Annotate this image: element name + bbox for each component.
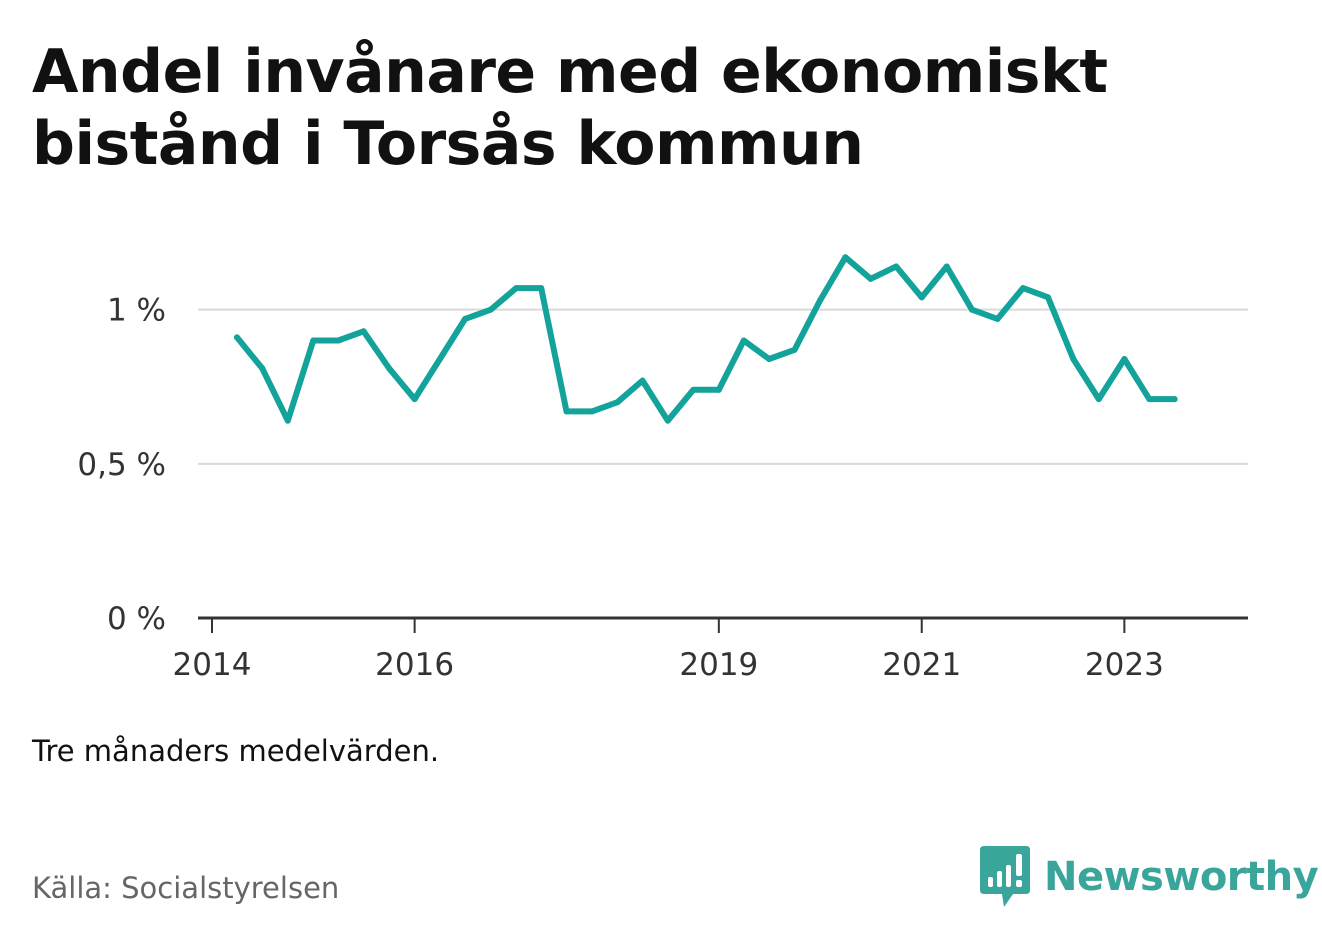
y-tick-label: 0,5 % xyxy=(77,447,166,483)
data-point xyxy=(563,408,570,415)
source-credit: Källa: Socialstyrelsen xyxy=(32,871,340,905)
data-point xyxy=(462,315,469,322)
brand-name: Newsworthy xyxy=(1044,854,1319,900)
chart-subtitle: Tre månaders medelvärden. xyxy=(32,734,440,768)
data-point xyxy=(513,285,520,292)
y-tick-label: 0 % xyxy=(107,601,166,637)
data-point xyxy=(1070,356,1077,362)
data-point xyxy=(588,408,595,415)
data-point xyxy=(1146,396,1153,403)
y-tick-label: 1 % xyxy=(107,293,166,329)
data-point xyxy=(639,377,646,384)
data-point xyxy=(1121,356,1128,362)
series-line xyxy=(234,254,1178,424)
data-point xyxy=(918,294,925,301)
data-point xyxy=(310,337,317,344)
data-point xyxy=(867,275,874,282)
data-point xyxy=(411,396,418,403)
data-point xyxy=(487,306,494,313)
data-point xyxy=(1045,294,1052,301)
brand-logo: Newsworthy xyxy=(980,846,1319,908)
data-point xyxy=(360,328,367,335)
data-point xyxy=(538,285,545,292)
data-point xyxy=(943,263,950,270)
x-axis xyxy=(198,616,1248,633)
y-axis-labels: 0 % 0,5 % 1 % xyxy=(77,293,166,637)
line-chart: 0 % 0,5 % 1 % 2014 2016 2019 2021 2023 xyxy=(77,254,1248,683)
data-point xyxy=(335,337,342,344)
x-tick-label: 2023 xyxy=(1085,647,1164,683)
newsworthy-logo-icon xyxy=(980,846,1030,907)
data-point xyxy=(740,337,747,344)
data-point xyxy=(893,263,900,270)
data-point xyxy=(259,365,266,372)
data-point xyxy=(1020,285,1027,292)
x-tick-label: 2016 xyxy=(375,647,454,683)
x-tick-label: 2014 xyxy=(173,647,252,683)
data-point xyxy=(1171,396,1178,403)
data-point xyxy=(614,399,621,406)
series-layer xyxy=(233,254,1178,424)
x-axis-labels: 2014 2016 2019 2021 2023 xyxy=(173,647,1164,683)
x-tick-label: 2021 xyxy=(882,647,961,683)
data-point xyxy=(664,417,671,424)
grid-layer xyxy=(198,308,1248,465)
data-point xyxy=(842,254,849,261)
data-point xyxy=(766,356,773,362)
data-point xyxy=(1095,396,1102,403)
data-point xyxy=(436,356,443,362)
data-point xyxy=(968,306,975,313)
data-point xyxy=(233,334,240,341)
data-point xyxy=(690,386,697,393)
data-point xyxy=(994,315,1001,322)
data-point xyxy=(791,346,798,353)
x-tick-label: 2019 xyxy=(679,647,758,683)
data-point xyxy=(284,417,291,424)
data-point xyxy=(715,386,722,393)
data-point xyxy=(386,365,393,372)
data-point xyxy=(817,297,824,304)
chart-title: Andel invånare med ekonomiskt bistånd i … xyxy=(32,37,1108,179)
